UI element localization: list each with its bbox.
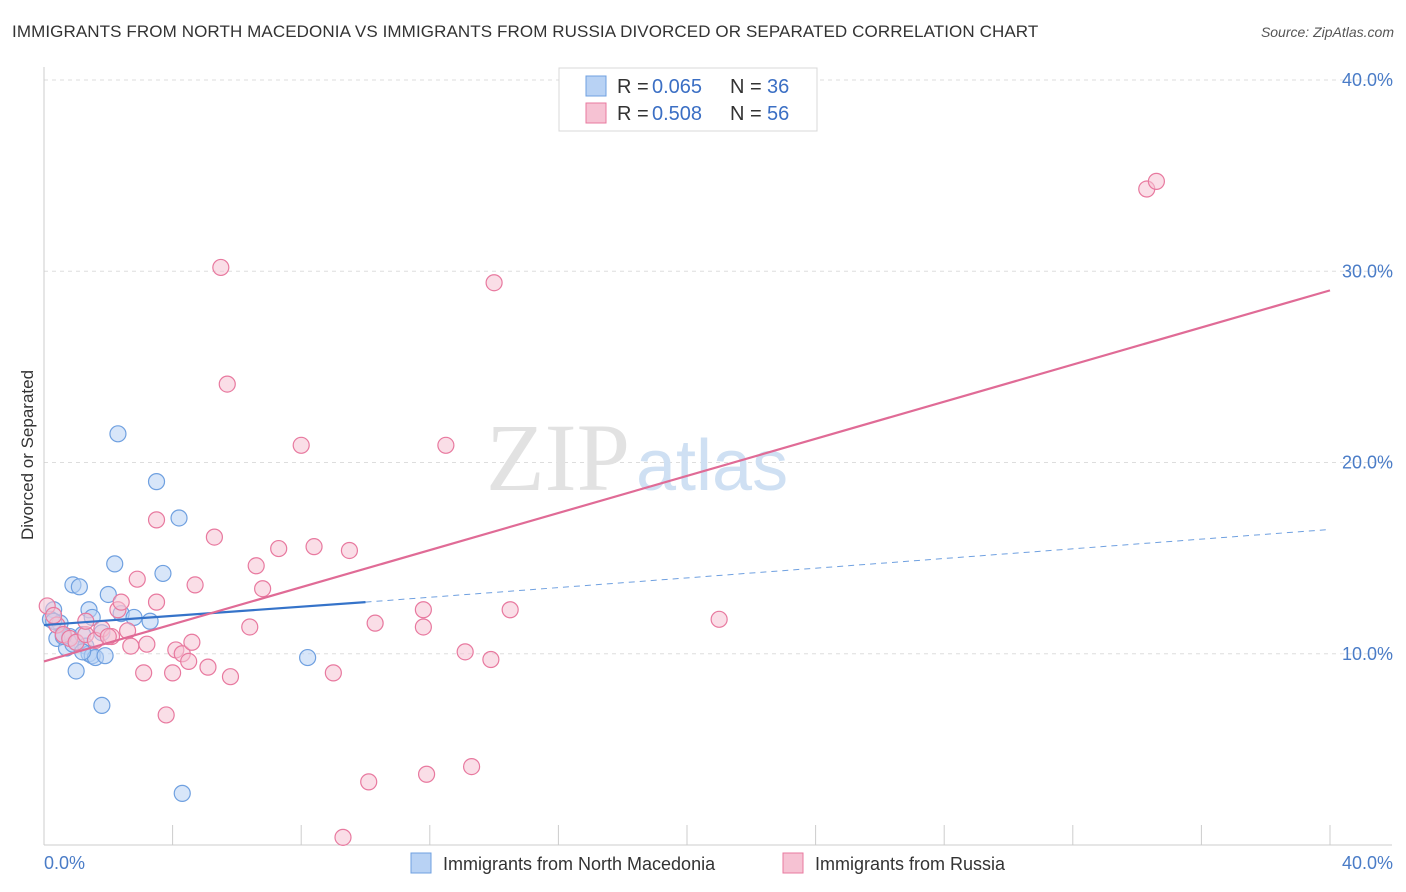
point-russia [501, 601, 519, 619]
point-russia [180, 652, 198, 671]
point-russia [164, 664, 182, 682]
point-russia [147, 511, 166, 529]
legend-box: R = 0.065 N = 36 R = 0.508 N = 56 [558, 67, 818, 132]
watermark: ZIP atlas [486, 404, 788, 511]
point-russia [247, 557, 265, 575]
chart-title: IMMIGRANTS FROM NORTH MACEDONIA VS IMMIG… [12, 22, 1039, 41]
point-russia [292, 436, 310, 454]
legend-russia-n-value: 56 [767, 103, 789, 125]
bottom-legend-macedonia: Immigrants from North Macedonia [443, 854, 716, 874]
y-axis-label: Divorced or Separated [18, 370, 37, 540]
x-tick-label-min: 0.0% [44, 853, 85, 873]
point-russia [199, 658, 217, 676]
legend-macedonia-n-value: 36 [767, 76, 789, 98]
bottom-legend-swatch-macedonia [410, 852, 432, 874]
point-russia [414, 618, 432, 636]
point-macedonia [93, 696, 111, 714]
bottom-legend-russia: Immigrants from Russia [815, 854, 1006, 874]
point-russia [135, 664, 153, 682]
point-russia [710, 610, 728, 628]
point-russia [340, 541, 359, 560]
point-russia [186, 576, 204, 594]
point-macedonia [106, 555, 124, 573]
legend-macedonia-r-label: R = [617, 76, 649, 98]
bottom-legend: Immigrants from North Macedonia Immigran… [410, 852, 1006, 874]
point-russia [147, 593, 166, 611]
point-russia [254, 580, 272, 598]
point-russia [241, 618, 259, 636]
point-russia [366, 614, 384, 632]
y-tick-label: 40.0% [1342, 70, 1393, 90]
y-tick-label: 10.0% [1342, 644, 1393, 664]
point-macedonia [154, 564, 172, 583]
trendline-russia [43, 289, 1331, 663]
point-russia [45, 606, 63, 625]
point-macedonia [96, 647, 114, 665]
legend-swatch-russia [585, 102, 607, 124]
x-tick-label-max: 40.0% [1342, 853, 1393, 873]
watermark-zip: ZIP [486, 404, 630, 511]
point-macedonia [141, 612, 159, 630]
point-russia [218, 375, 236, 393]
point-russia [270, 539, 288, 558]
source-label: Source: ZipAtlas.com [1260, 24, 1394, 40]
point-russia [456, 643, 474, 661]
point-russia [414, 601, 432, 619]
bottom-legend-swatch-russia [782, 852, 804, 874]
axis-layer: 10.0% 20.0% 30.0% 40.0% 0.0% 40.0% [43, 67, 1393, 873]
legend-russia-n-label: N = [730, 103, 762, 125]
point-macedonia [109, 425, 127, 443]
legend-russia-r-value: 0.508 [652, 103, 702, 125]
legend-swatch-macedonia [585, 75, 607, 97]
point-russia [183, 633, 201, 651]
point-macedonia [299, 648, 317, 667]
point-russia [221, 668, 240, 686]
point-russia [157, 706, 175, 724]
point-russia [305, 538, 323, 556]
point-macedonia [170, 509, 188, 527]
point-russia [485, 274, 503, 292]
point-macedonia [147, 473, 166, 491]
trendline-macedonia [43, 601, 366, 627]
point-russia [99, 627, 117, 646]
point-russia [437, 436, 455, 454]
point-russia [324, 664, 342, 682]
point-russia [205, 528, 223, 546]
y-tick-label: 20.0% [1342, 453, 1393, 473]
grid-layer [44, 79, 1392, 655]
point-russia [360, 773, 378, 791]
watermark-atlas: atlas [636, 426, 788, 506]
point-russia [1147, 172, 1165, 190]
point-russia [112, 593, 130, 611]
point-russia [122, 637, 140, 655]
point-russia [462, 757, 481, 776]
point-macedonia [70, 578, 88, 596]
legend-russia-r-label: R = [617, 103, 649, 125]
y-tick-label: 30.0% [1342, 261, 1393, 281]
trendline-macedonia-extended [365, 528, 1331, 603]
point-russia [138, 635, 156, 653]
point-russia [128, 570, 146, 588]
point-russia [417, 765, 436, 783]
point-macedonia [67, 662, 85, 680]
point-russia [334, 828, 352, 846]
trend-layer [43, 289, 1331, 663]
legend-macedonia-n-label: N = [730, 76, 762, 98]
legend-macedonia-r-value: 0.065 [652, 76, 702, 98]
point-macedonia [99, 585, 117, 604]
point-russia [482, 650, 500, 669]
point-russia [212, 258, 230, 277]
point-macedonia [173, 784, 191, 802]
